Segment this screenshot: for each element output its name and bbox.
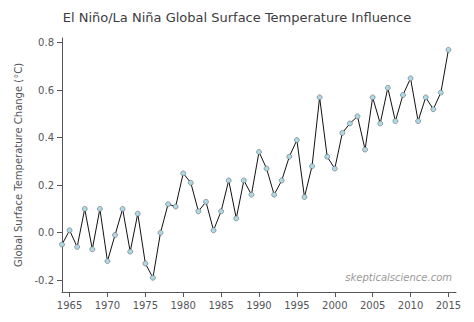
svg-text:skepticalscience.com: skepticalscience.com [345, 272, 452, 283]
svg-text:0.0: 0.0 [38, 227, 54, 238]
svg-text:El Niño/La Niña Global Surface: El Niño/La Niña Global Surface Temperatu… [63, 10, 412, 25]
svg-text:1980: 1980 [171, 300, 196, 311]
svg-text:1975: 1975 [133, 300, 158, 311]
svg-text:2005: 2005 [360, 300, 385, 311]
svg-text:2010: 2010 [398, 300, 423, 311]
svg-text:-0.2: -0.2 [34, 275, 54, 286]
svg-text:1990: 1990 [246, 300, 271, 311]
svg-text:0.2: 0.2 [38, 180, 54, 191]
svg-text:0.4: 0.4 [38, 132, 54, 143]
svg-text:0.6: 0.6 [38, 85, 54, 96]
svg-text:0.8: 0.8 [38, 37, 54, 48]
svg-text:1965: 1965 [57, 300, 82, 311]
svg-text:1970: 1970 [95, 300, 120, 311]
svg-text:1995: 1995 [284, 300, 309, 311]
svg-text:2015: 2015 [436, 300, 461, 311]
svg-text:1985: 1985 [208, 300, 233, 311]
svg-text:Global Surface Temperature Cha: Global Surface Temperature Change (°C) [13, 63, 24, 267]
svg-text:2000: 2000 [322, 300, 347, 311]
